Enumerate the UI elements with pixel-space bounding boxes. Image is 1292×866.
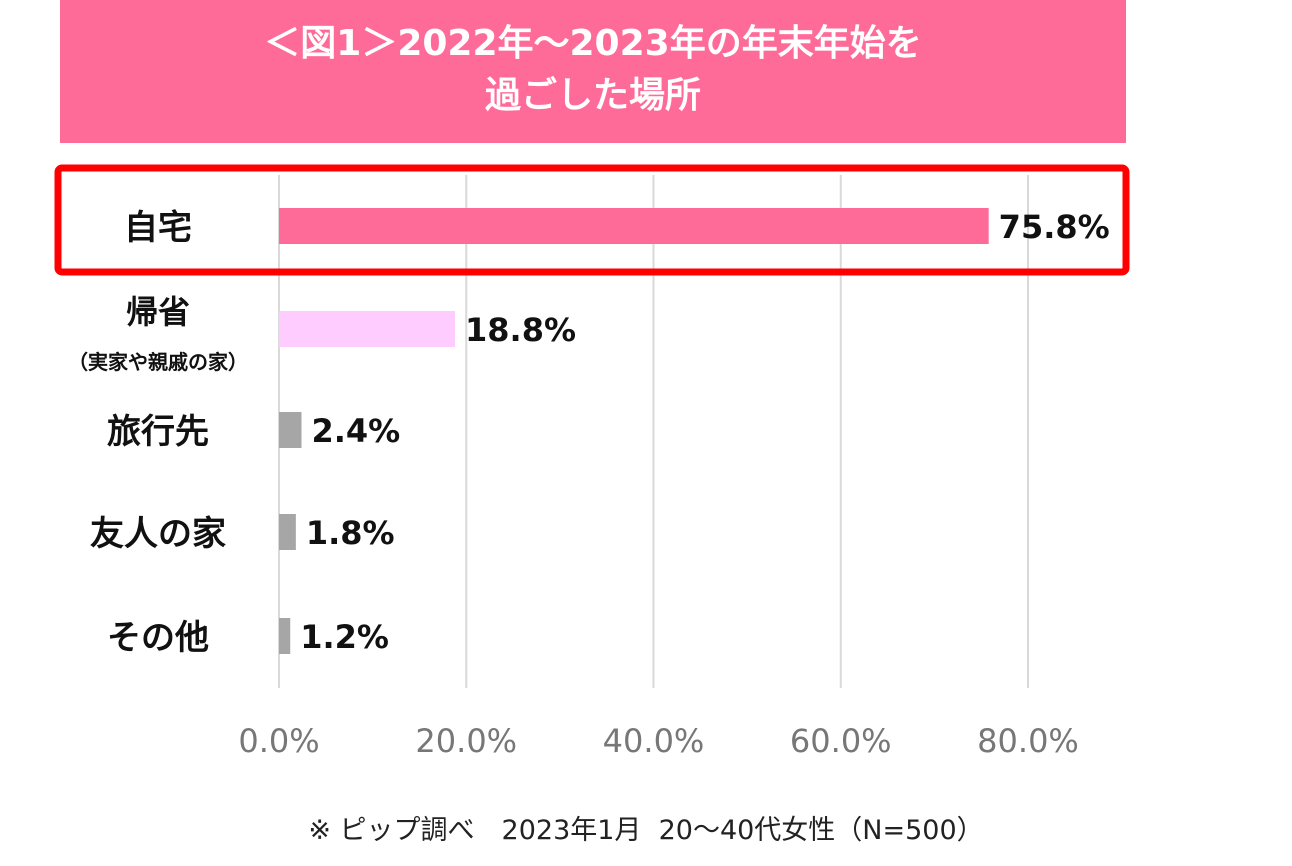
x-tick-label: 80.0% bbox=[977, 722, 1079, 760]
bar-value-label: 2.4% bbox=[311, 412, 400, 450]
bar bbox=[279, 311, 456, 347]
bar bbox=[279, 412, 302, 448]
bar-value-label: 18.8% bbox=[465, 311, 576, 349]
bar bbox=[279, 514, 296, 550]
category-label: 旅行先 bbox=[107, 412, 209, 452]
category-label: 自宅 bbox=[124, 208, 192, 248]
chart-title-band: ＜図1＞2022年～2023年の年末年始を 過ごした場所 bbox=[60, 0, 1126, 143]
x-tick-label: 20.0% bbox=[415, 722, 517, 760]
bar bbox=[279, 618, 291, 654]
chart-title-line-1: ＜図1＞2022年～2023年の年末年始を bbox=[264, 23, 922, 64]
category-label: 友人の家 bbox=[90, 514, 226, 554]
source-footnote: ※ ピップ調べ 2023年1月 20～40代女性（N=500） bbox=[308, 815, 984, 846]
category-label: その他 bbox=[107, 618, 209, 658]
bar-value-label: 1.2% bbox=[300, 618, 389, 656]
category-label: 帰省 bbox=[126, 293, 190, 331]
bar-value-label: 1.8% bbox=[306, 514, 395, 552]
x-tick-label: 40.0% bbox=[603, 722, 705, 760]
x-tick-label: 60.0% bbox=[790, 722, 892, 760]
bar-value-label: 75.8% bbox=[999, 208, 1110, 246]
category-sublabel: （実家や親戚の家） bbox=[68, 350, 248, 374]
chart-title-line-2: 過ごした場所 bbox=[484, 75, 701, 116]
bar bbox=[279, 208, 989, 244]
highlight-frame bbox=[54, 164, 1130, 276]
x-tick-label: 0.0% bbox=[238, 722, 319, 760]
